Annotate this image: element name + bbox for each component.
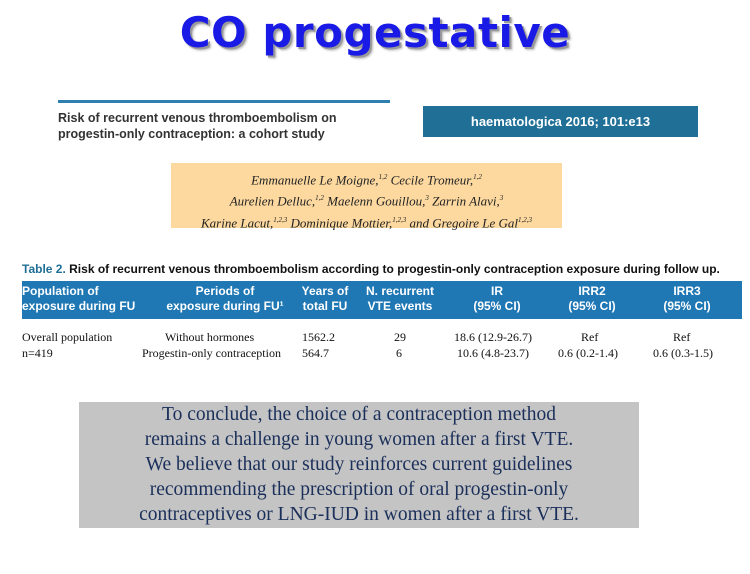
author-affiliation: 1,2,3 (273, 215, 288, 224)
author-name: Emmanuelle Le Moigne, (251, 172, 379, 188)
table-row: Overall population Without hormones 1562… (22, 330, 742, 346)
header-line: exposure during FU¹ (166, 299, 284, 313)
conclusion-line: contraceptives or LNG-IUD in women after… (139, 504, 579, 525)
table-cell: 29 (394, 330, 406, 344)
conclusion-line: remains a challenge in young women after… (144, 429, 574, 450)
table-cell: Overall population (22, 330, 113, 344)
table-caption: Table 2. Risk of recurrent venous thromb… (22, 262, 742, 276)
table-cell: Without hormones (165, 330, 255, 344)
header-line: Periods of (195, 284, 255, 298)
author-name: Aurelien Delluc, (229, 193, 316, 209)
author-name: Cecile Tromeur, (390, 172, 474, 188)
table-cell: Ref (581, 330, 599, 344)
table-label: Table 2. (22, 262, 66, 276)
header-line: (95% CI) (473, 299, 521, 313)
authors-line-2: Aurelien Delluc,1,2 Maelenn Gouillou,3 Z… (171, 189, 562, 210)
journal-citation: haematologica 2016; 101:e13 (423, 106, 698, 137)
author-name: and Gregoire Le Gal (409, 214, 518, 230)
article-title: Risk of recurrent venous thromboembolism… (58, 100, 390, 156)
article-title-line1: Risk of recurrent venous thromboembolism… (58, 111, 337, 125)
conclusion-line: To conclude, the choice of a contracepti… (162, 404, 556, 425)
author-affiliation: 1,2,3 (392, 215, 407, 224)
conclusion-quote: To conclude, the choice of a contracepti… (79, 402, 639, 528)
author-name: Maelenn Gouillou, (327, 193, 426, 209)
table-cell: 6 (396, 346, 402, 360)
table-cell: 1562.2 (302, 330, 335, 344)
table-header: Population of exposure during FU Periods… (22, 281, 742, 319)
author-affiliation: 1,2 (315, 194, 324, 203)
header-line: N. recurrent (365, 284, 435, 298)
author-affiliation: 1,2,3 (518, 215, 532, 224)
table-cell: n=419 (22, 346, 53, 360)
article-title-line2: progestin-only contraception: a cohort s… (58, 127, 325, 141)
table-cell: Progestin-only contraception (142, 346, 281, 360)
header-line: Population of (22, 284, 99, 298)
header-line: IRR3 (673, 284, 701, 298)
header-line: (95% CI) (663, 299, 711, 313)
slide-title: CO progestative (179, 8, 571, 57)
header-line: VTE events (367, 299, 433, 313)
table-cell: 18.6 (12.9-26.7) (454, 330, 532, 344)
table-row: n=419 Progestin-only contraception 564.7… (22, 346, 742, 362)
authors-line-1: Emmanuelle Le Moigne,1,2 Cecile Tromeur,… (171, 168, 562, 189)
table-caption-text: Risk of recurrent venous thromboembolism… (69, 262, 720, 276)
authors-list: Emmanuelle Le Moigne,1,2 Cecile Tromeur,… (171, 163, 562, 230)
authors-line-3: Karine Lacut,1,2,3 Dominique Mottier,1,2… (171, 211, 562, 232)
author-affiliation: 3 (499, 194, 504, 203)
table-header-cell: Periods of exposure during FU¹ (140, 284, 310, 314)
table-header-cell: N. recurrent VTE events (360, 284, 440, 314)
author-name: Zarrin Alavi, (432, 193, 500, 209)
table-header-cell: IRR2 (95% CI) (547, 284, 637, 314)
header-line: exposure during FU (22, 299, 136, 313)
conclusion-line: We believe that our study reinforces cur… (145, 454, 573, 475)
table-cell: 564.7 (302, 346, 329, 360)
table-cell: Ref (673, 330, 691, 344)
table-header-cell: Years of total FU (290, 284, 360, 314)
author-name: Dominique Mottier, (290, 214, 393, 230)
author-affiliation: 1,2 (378, 173, 388, 181)
author-affiliation: 1,2 (473, 173, 482, 181)
table-header-cell: IRR3 (95% CI) (637, 284, 737, 314)
conclusion-line: recommending the prescription of oral pr… (149, 479, 569, 500)
table-header-cell: Population of exposure during FU (22, 284, 152, 314)
author-affiliation: 3 (425, 194, 429, 203)
table-cell: 10.6 (4.8-23.7) (457, 346, 529, 360)
header-line: Years of (301, 284, 349, 298)
author-name: Karine Lacut, (200, 214, 274, 230)
table-cell: 0.6 (0.3-1.5) (653, 346, 713, 360)
table-header-cell: IR (95% CI) (447, 284, 547, 314)
header-line: IR (491, 284, 503, 298)
header-line: total FU (302, 299, 348, 313)
header-line: IRR2 (578, 284, 606, 298)
header-line: (95% CI) (568, 299, 616, 313)
table-cell: 0.6 (0.2-1.4) (558, 346, 618, 360)
